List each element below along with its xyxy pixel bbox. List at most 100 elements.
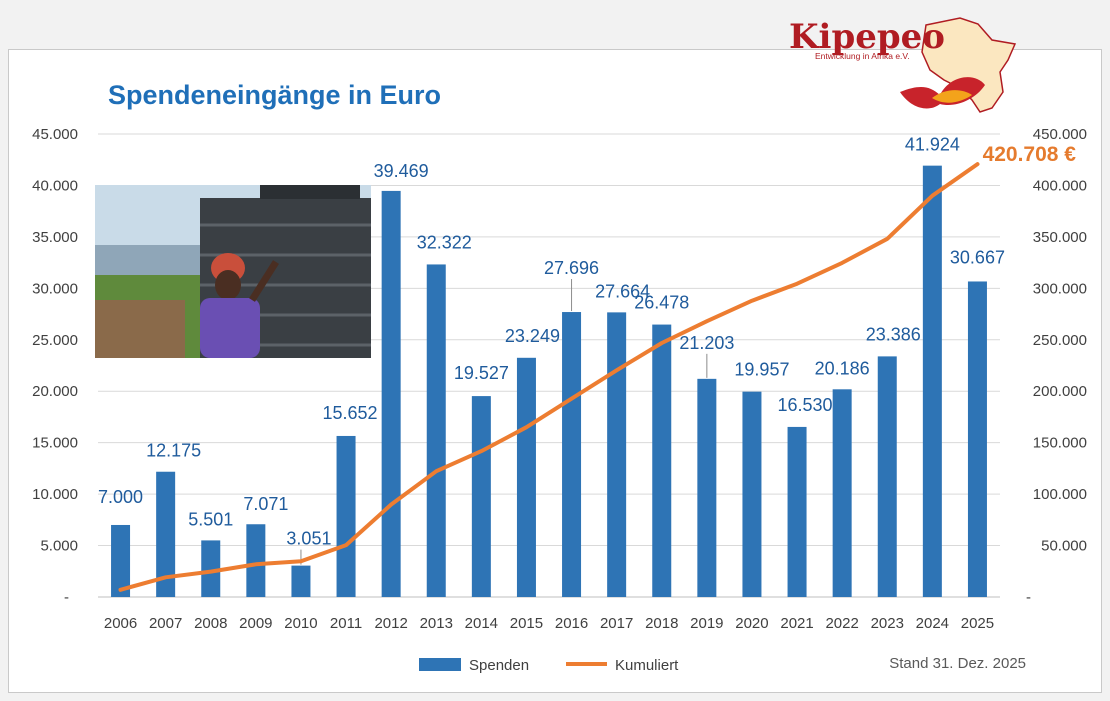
data-label: 27.696 xyxy=(544,258,599,278)
x-tick-label: 2022 xyxy=(825,615,858,632)
bar-2016 xyxy=(562,312,582,597)
right-tick-label: 50.000 xyxy=(1041,538,1087,555)
bar-2015 xyxy=(516,357,536,597)
data-label: 32.322 xyxy=(417,232,472,252)
data-label: 20.186 xyxy=(815,358,870,378)
x-tick-label: 2021 xyxy=(780,615,813,632)
bar-2022 xyxy=(832,389,852,597)
legend: Spenden Kumuliert xyxy=(419,657,679,674)
legend-swatch-spenden xyxy=(419,658,461,671)
bar-2008 xyxy=(201,540,221,597)
right-tick-label: 250.000 xyxy=(1033,332,1087,349)
x-tick-label: 2010 xyxy=(284,615,317,632)
data-label: 7.000 xyxy=(98,487,143,507)
data-label: 16.530 xyxy=(778,395,833,415)
x-tick-label: 2013 xyxy=(420,615,453,632)
left-tick-label: 40.000 xyxy=(32,177,78,194)
data-label: 19.957 xyxy=(734,360,789,380)
data-label: 23.386 xyxy=(866,324,921,344)
bar-series-spenden xyxy=(111,165,987,597)
data-label: 39.469 xyxy=(374,161,429,181)
bar-2007 xyxy=(156,471,176,597)
x-tick-label: 2006 xyxy=(104,615,137,632)
chart-frame xyxy=(8,49,1102,693)
africa-map-icon xyxy=(921,17,1017,113)
right-tick-label: - xyxy=(1026,589,1031,606)
bar-2018 xyxy=(652,324,672,597)
data-label: 26.478 xyxy=(634,293,689,313)
x-tick-label: 2018 xyxy=(645,615,678,632)
total-label: 420.708 € xyxy=(983,143,1077,166)
left-tick-label: 5.000 xyxy=(40,538,78,555)
x-tick-label: 2014 xyxy=(465,615,498,632)
data-label: 3.051 xyxy=(286,529,331,549)
left-tick-label: - xyxy=(64,589,69,606)
bar-2025 xyxy=(967,281,987,597)
x-tick-label: 2025 xyxy=(961,615,994,632)
right-axis-ticks: - 50.000 100.000 150.000 200.000 250.000 300.0… xyxy=(1026,126,1087,606)
legend-label-spenden: Spenden xyxy=(469,657,529,674)
data-label: 12.175 xyxy=(146,441,201,461)
right-tick-label: 400.000 xyxy=(1033,177,1087,194)
bar-2006 xyxy=(111,524,131,597)
logo-subtitle: Entwicklung in Afrika e.V. xyxy=(815,51,910,61)
chart-title: Spendeneingänge in Euro xyxy=(108,80,441,110)
bar-2014 xyxy=(471,396,491,597)
x-axis-ticks: 2006 2007 2008 2009 2010 2011 2012 2013 2014 2015… xyxy=(104,615,994,632)
x-tick-label: 2020 xyxy=(735,615,768,632)
x-tick-label: 2011 xyxy=(330,615,362,632)
data-label: 19.527 xyxy=(454,363,509,383)
line-series-kumuliert xyxy=(118,162,980,592)
left-tick-label: 35.000 xyxy=(32,229,78,246)
left-tick-label: 20.000 xyxy=(32,383,78,400)
logo-wordmark: Kipepeo xyxy=(789,17,945,57)
bar-2023 xyxy=(877,356,897,597)
bar-2011 xyxy=(336,435,356,597)
x-tick-label: 2007 xyxy=(149,615,182,632)
x-tick-label: 2016 xyxy=(555,615,588,632)
footer-stand: Stand 31. Dez. 2025 xyxy=(889,655,1026,672)
bar-2021 xyxy=(787,426,807,597)
x-tick-label: 2019 xyxy=(690,615,723,632)
data-label: 5.501 xyxy=(188,509,233,529)
right-tick-label: 150.000 xyxy=(1033,435,1087,452)
right-tick-label: 200.000 xyxy=(1033,383,1087,400)
x-tick-label: 2017 xyxy=(600,615,633,632)
left-tick-label: 25.000 xyxy=(32,332,78,349)
data-label: 30.667 xyxy=(950,247,1005,267)
kipepeo-logo: Kipepeo Entwicklung in Afrika e.V. xyxy=(789,17,1017,113)
left-tick-label: 10.000 xyxy=(32,486,78,503)
x-tick-label: 2024 xyxy=(916,615,949,632)
data-label: 15.652 xyxy=(323,403,378,423)
kumuliert-line xyxy=(118,162,980,592)
left-tick-label: 45.000 xyxy=(32,126,78,143)
right-tick-label: 300.000 xyxy=(1033,280,1087,297)
data-label: 41.924 xyxy=(905,135,960,155)
data-label: 21.203 xyxy=(679,333,734,353)
bar-2020 xyxy=(742,391,762,597)
data-labels: 7.000 12.175 5.501 7.071 3.051 15.652 39.469 32… xyxy=(98,135,1005,549)
left-tick-label: 15.000 xyxy=(32,435,78,452)
right-tick-label: 450.000 xyxy=(1033,126,1087,143)
x-tick-label: 2009 xyxy=(239,615,272,632)
photo-water-tank xyxy=(95,185,371,358)
bar-2010 xyxy=(291,565,311,597)
right-tick-label: 100.000 xyxy=(1033,486,1087,503)
x-tick-label: 2023 xyxy=(871,615,904,632)
legend-label-kumuliert: Kumuliert xyxy=(615,657,679,674)
x-tick-label: 2012 xyxy=(374,615,407,632)
x-tick-label: 2008 xyxy=(194,615,227,632)
left-tick-label: 30.000 xyxy=(32,280,78,297)
x-tick-label: 2015 xyxy=(510,615,543,632)
bar-2013 xyxy=(426,264,446,597)
bar-2009 xyxy=(246,524,266,597)
data-label: 7.071 xyxy=(243,494,288,514)
bar-2012 xyxy=(381,190,401,597)
bar-2017 xyxy=(607,312,627,597)
bar-2019 xyxy=(697,378,717,597)
right-tick-label: 350.000 xyxy=(1033,229,1087,246)
bar-2024 xyxy=(922,165,942,597)
data-label: 27.664 xyxy=(595,281,650,301)
data-label: 23.249 xyxy=(505,326,560,346)
